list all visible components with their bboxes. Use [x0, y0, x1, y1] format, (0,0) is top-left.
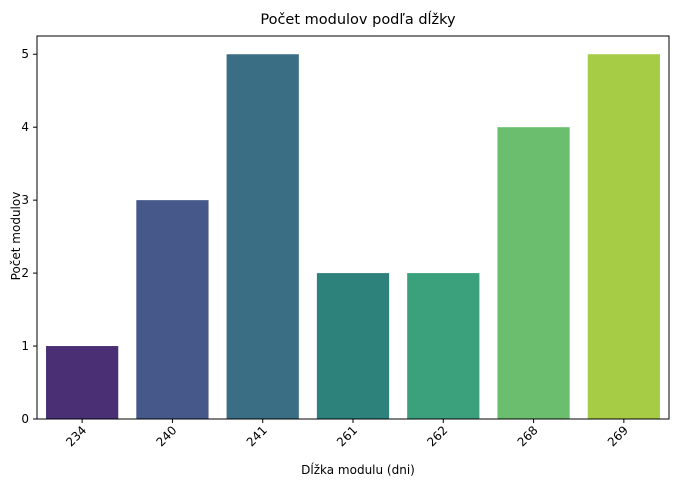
- bar-234: [46, 346, 119, 419]
- x-tick-label-261: 261: [334, 423, 360, 449]
- y-axis: 0 1 2 3 4 5: [21, 47, 37, 426]
- y-tick-label-1: 1: [21, 339, 29, 353]
- x-tick-label-268: 268: [515, 423, 541, 449]
- plot-frame: [36, 35, 670, 420]
- bar-268: [497, 127, 570, 419]
- bars-group: [46, 54, 660, 419]
- x-tick-label-269: 269: [605, 423, 631, 449]
- bar-262: [407, 273, 480, 419]
- y-tick-label-2: 2: [21, 266, 29, 280]
- y-axis-label: Počet modulov: [9, 192, 23, 281]
- x-axis: 234 240 241 261 262 268 269: [63, 419, 631, 449]
- x-tick-label-241: 241: [244, 423, 270, 449]
- bar-240: [136, 200, 209, 419]
- x-tick-label-234: 234: [63, 423, 89, 449]
- x-axis-label: Dĺžka modulu (dni): [301, 462, 415, 477]
- bar-269: [587, 54, 660, 419]
- bar-241: [226, 54, 299, 419]
- y-tick-label-3: 3: [21, 193, 29, 207]
- y-tick-label-5: 5: [21, 47, 29, 61]
- chart-title: Počet modulov podľa dĺžky: [260, 10, 456, 28]
- y-tick-label-4: 4: [21, 120, 29, 134]
- x-tick-label-262: 262: [424, 423, 450, 449]
- y-tick-label-0: 0: [21, 412, 29, 426]
- bar-261: [316, 273, 390, 419]
- x-tick-label-240: 240: [153, 423, 179, 449]
